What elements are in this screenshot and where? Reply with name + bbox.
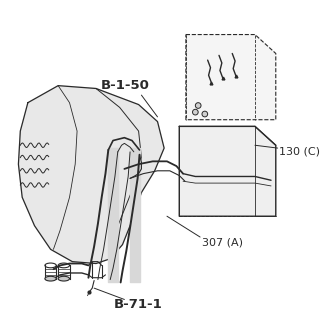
Circle shape: [193, 109, 198, 115]
Circle shape: [195, 103, 201, 108]
Text: B-71-1: B-71-1: [114, 298, 163, 311]
Polygon shape: [186, 35, 276, 120]
Circle shape: [202, 111, 208, 117]
Text: 307 (A): 307 (A): [202, 238, 243, 248]
Ellipse shape: [58, 276, 69, 281]
Ellipse shape: [45, 276, 56, 281]
Text: B-1-50: B-1-50: [101, 79, 150, 92]
Text: 130 (C): 130 (C): [279, 147, 319, 157]
Polygon shape: [19, 86, 164, 264]
Polygon shape: [179, 126, 276, 216]
